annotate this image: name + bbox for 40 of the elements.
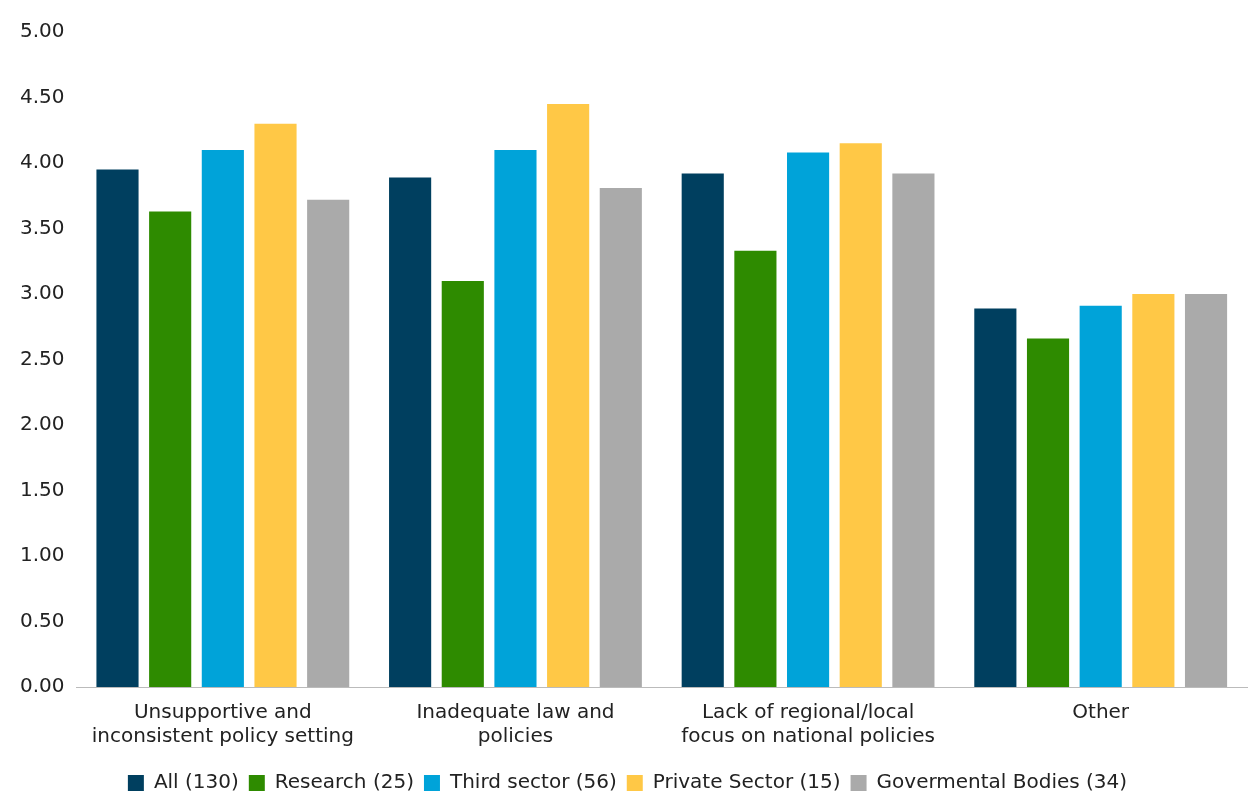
y-tick-label: 0.00 xyxy=(20,673,65,698)
bar xyxy=(1026,338,1070,687)
y-tick-label: 3.00 xyxy=(20,280,65,305)
bar xyxy=(839,143,882,687)
y-tick-label: 4.00 xyxy=(20,149,65,174)
y-tick-label: 5.00 xyxy=(20,18,65,43)
y-tick-label: 0.50 xyxy=(20,607,65,632)
bar xyxy=(441,280,484,687)
y-tick-label: 1.00 xyxy=(20,542,65,567)
y-tick-label: 3.50 xyxy=(20,214,65,239)
bar xyxy=(1079,305,1122,687)
legend-label: Govermental Bodies (34) xyxy=(876,769,1128,794)
bar xyxy=(307,199,350,687)
bar xyxy=(1184,294,1228,687)
y-tick-label: 2.50 xyxy=(20,345,65,370)
x-tick-label: Other xyxy=(1072,699,1130,724)
bar xyxy=(734,250,777,687)
bar xyxy=(149,211,192,687)
y-tick-label: 1.50 xyxy=(20,476,65,501)
bar xyxy=(892,173,935,687)
bar xyxy=(599,187,642,687)
y-tick-label: 2.00 xyxy=(20,411,65,436)
x-tick-label: Lack of regional/local focus on national policies xyxy=(681,699,935,748)
bar xyxy=(254,123,297,687)
legend-label: Third sector (56) xyxy=(448,769,617,794)
bar xyxy=(974,308,1017,687)
legend-label: Research (25) xyxy=(274,769,414,794)
bar xyxy=(201,149,244,687)
x-tick-label: Inadequate law and policies xyxy=(416,699,615,748)
bar xyxy=(96,169,139,687)
y-tick-label: 4.50 xyxy=(20,83,65,108)
bar xyxy=(547,104,590,687)
bar xyxy=(1132,294,1175,687)
bar xyxy=(681,173,724,687)
bar xyxy=(787,152,830,687)
legend-label: Private Sector (15) xyxy=(652,769,841,794)
bar xyxy=(494,149,537,687)
legend-label: All (130) xyxy=(153,769,239,794)
x-tick-label: Unsupportive and inconsistent policy setting xyxy=(91,699,354,748)
bar xyxy=(389,177,432,687)
